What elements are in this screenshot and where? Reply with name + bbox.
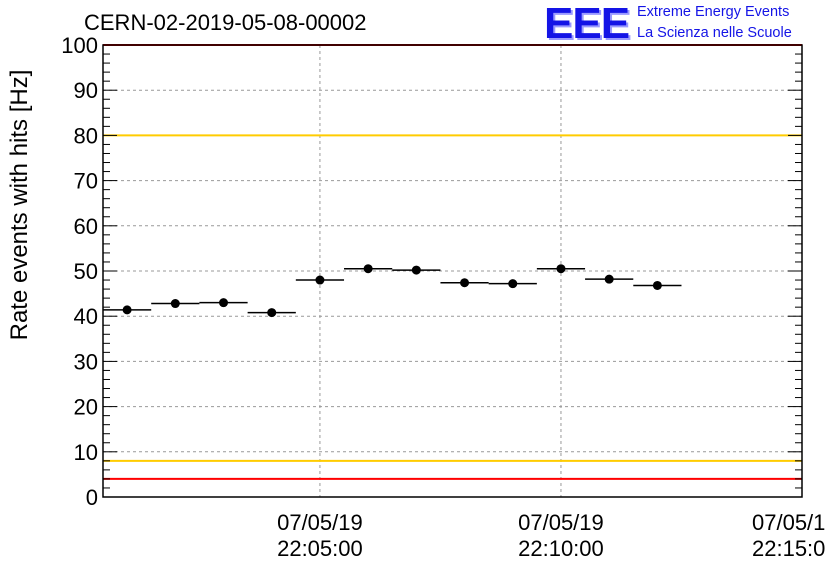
data-point bbox=[122, 305, 132, 315]
logo-text-line-2: La Scienza nelle Scuole bbox=[637, 25, 792, 41]
data-point bbox=[508, 279, 518, 289]
y-tick-label: 80 bbox=[74, 123, 98, 148]
data-point bbox=[460, 278, 470, 288]
chart-title: CERN-02-2019-05-08-00002 bbox=[84, 10, 367, 35]
data-point bbox=[363, 264, 373, 274]
y-axis-label: Rate events with hits [Hz] bbox=[6, 69, 33, 341]
y-tick-label: 60 bbox=[74, 214, 98, 239]
x-tick-date: 07/05/1 bbox=[752, 510, 826, 535]
y-tick-label: 40 bbox=[74, 304, 98, 329]
reference-lines bbox=[103, 44, 802, 480]
y-tick-label: 100 bbox=[61, 33, 98, 58]
x-tick-label: 07/05/19 22:10:00 bbox=[501, 510, 621, 562]
data-point bbox=[315, 275, 325, 285]
x-tick-label: 07/05/19 22:05:00 bbox=[260, 510, 380, 562]
x-tick-date: 07/05/19 bbox=[518, 510, 604, 535]
data-point bbox=[267, 308, 277, 318]
grid-layer bbox=[103, 45, 802, 497]
y-tick-label: 20 bbox=[74, 395, 98, 420]
axes bbox=[102, 44, 803, 498]
data-point bbox=[170, 299, 180, 309]
y-tick-label: 70 bbox=[74, 169, 98, 194]
data-point bbox=[604, 274, 614, 284]
data-point bbox=[652, 280, 662, 290]
y-tick-label: 50 bbox=[74, 259, 98, 284]
data-point bbox=[411, 265, 421, 275]
logo-text-line-1: Extreme Energy Events bbox=[637, 4, 790, 20]
data-point bbox=[219, 298, 229, 308]
x-tick-date: 07/05/19 bbox=[277, 510, 363, 535]
data-series bbox=[103, 264, 682, 318]
y-tick-label: 0 bbox=[86, 485, 98, 510]
y-tick-label: 90 bbox=[74, 78, 98, 103]
x-tick-label: 07/05/1 22:15:0 bbox=[752, 510, 825, 562]
data-point bbox=[556, 264, 566, 274]
x-tick-time: 22:10:00 bbox=[518, 536, 604, 561]
y-tick-labels: 0 10 20 30 40 50 60 70 80 90 100 bbox=[61, 33, 98, 510]
x-tick-time: 22:05:00 bbox=[277, 536, 363, 561]
y-tick-label: 30 bbox=[74, 349, 98, 374]
x-tick-time: 22:15:0 bbox=[752, 536, 826, 561]
eee-logo: EEE bbox=[544, 0, 630, 48]
y-tick-label: 10 bbox=[74, 440, 98, 465]
